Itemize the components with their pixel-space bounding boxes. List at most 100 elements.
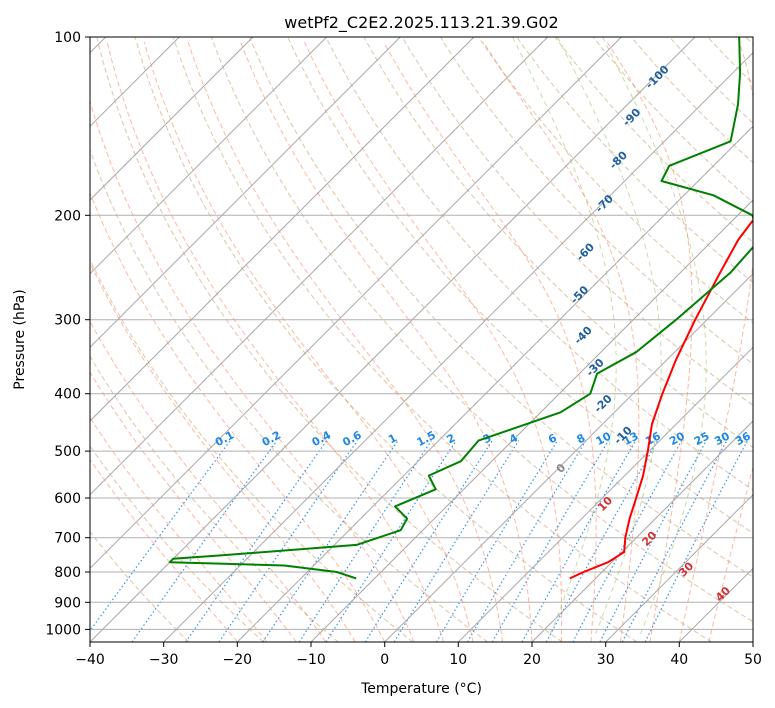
- x-tick-label: 30: [597, 652, 615, 668]
- dry-adiabat-line: [210, 37, 753, 623]
- temperature-profile-line: [569, 218, 753, 580]
- x-tick-label: 50: [744, 652, 762, 668]
- y-axis: 100 200 300 400 500 600 700 800 900 1000: [45, 30, 90, 638]
- green-guide-curve: [557, 37, 662, 638]
- mixing-ratio-label: 2: [445, 431, 458, 446]
- dry-adiabat-line: [706, 37, 753, 85]
- isotherm-gridline: [90, 37, 328, 275]
- dry-adiabat-label: -100: [643, 63, 672, 92]
- y-tick-label: 300: [54, 313, 81, 329]
- mixing-ratio-line: [545, 440, 659, 642]
- mixing-ratio-label: 10: [594, 429, 614, 448]
- moist-adiabat-line: [678, 41, 753, 642]
- y-tick-label: 200: [54, 208, 81, 224]
- moist-adiabat-line: [90, 191, 386, 642]
- dry-adiabat-label: -30: [584, 356, 607, 379]
- moist-adiabat-line: [304, 41, 563, 642]
- mixing-ratio-lines: [90, 440, 748, 642]
- mixing-ratio-line: [131, 440, 278, 642]
- x-tick-label: −20: [223, 652, 253, 668]
- isotherm-gridline: [90, 37, 622, 570]
- dry-adiabat-label: -50: [568, 283, 591, 306]
- mixing-ratio-label: 1: [386, 431, 399, 446]
- mixing-ratio-line: [393, 440, 520, 642]
- dry-adiabat-line: [172, 37, 712, 642]
- dry-adiabat-label: -40: [572, 324, 595, 347]
- isotherm-gridline: [90, 37, 401, 349]
- y-tick-label: 100: [54, 30, 81, 46]
- dry-adiabat-line: [90, 530, 190, 642]
- mixing-ratio-line: [364, 440, 493, 642]
- isotherm-gridline: [90, 37, 475, 422]
- moist-adiabat-line: [143, 41, 474, 642]
- isotherm-gridline: [384, 272, 753, 642]
- mixing-ratio-label: 20: [667, 429, 687, 448]
- isotherm-gridline: [90, 37, 254, 201]
- moist-adiabat-line: [606, 41, 693, 642]
- y-tick-label: 900: [54, 595, 81, 611]
- mixing-ratio-label: 0.2: [260, 428, 283, 449]
- x-axis-label: Temperature (°C): [360, 681, 482, 697]
- y-axis-label: Pressure (hPa): [12, 289, 28, 389]
- dry-adiabat-label: -60: [574, 240, 597, 263]
- isotherm-gridline: [90, 37, 549, 496]
- mixing-ratio-line: [325, 440, 457, 642]
- moist-adiabat-line: [708, 465, 753, 642]
- y-tick-label: 400: [54, 387, 81, 403]
- moist-adiabat-line: [90, 99, 415, 642]
- mixing-ratio-line: [298, 440, 432, 642]
- moist-adiabat-line: [90, 416, 268, 642]
- moist-adiabat-line: [240, 41, 533, 642]
- mixing-ratio-line: [185, 440, 328, 642]
- dry-adiabat-line: [134, 37, 638, 642]
- isotherm-gridline: [605, 493, 753, 642]
- moist-adiabat-label: 40: [713, 584, 733, 604]
- x-tick-label: −40: [75, 652, 105, 668]
- moist-adiabat-line: [90, 262, 356, 642]
- y-tick-label: 700: [54, 531, 81, 547]
- isotherm-gridline: [236, 125, 753, 642]
- moist-adiabat-line: [90, 320, 327, 642]
- dewpoint-profile-line: [168, 37, 753, 580]
- mixing-ratio-line: [521, 440, 637, 642]
- pressure-gridlines: [90, 37, 753, 630]
- isotherm-gridline: [163, 51, 753, 642]
- isotherm-gridline: [90, 37, 696, 642]
- plot-area: 0.1 0.2 0.4 0.6 1 1.5 2 3 4 6 8 10 13 16 20 25 30 36-100-…: [90, 37, 753, 642]
- x-tick-label: 20: [523, 652, 541, 668]
- y-tick-label: 600: [54, 491, 81, 507]
- mixing-ratio-label: 0.6: [340, 428, 364, 449]
- mixing-ratio-label: 16: [643, 429, 663, 448]
- moist-adiabats: [90, 37, 753, 642]
- moist-adiabat-label: 0: [554, 461, 569, 476]
- x-axis: −40 −30 −20 −10 0 10 20 30 40 50: [75, 642, 762, 668]
- mixing-ratio-line: [435, 440, 558, 642]
- x-tick-label: 0: [380, 652, 389, 668]
- mixing-ratio-line: [572, 440, 683, 642]
- dry-adiabat-line: [745, 37, 753, 46]
- dry-adiabat-line: [90, 445, 264, 642]
- mixing-ratio-line: [491, 440, 609, 642]
- mixing-ratio-label: 8: [575, 431, 588, 446]
- mixing-ratio-label: 13: [621, 429, 641, 448]
- dry-adiabat-line: [287, 37, 753, 534]
- moist-adiabat-label: 10: [595, 494, 615, 514]
- x-tick-label: 10: [449, 652, 467, 668]
- x-tick-label: −10: [296, 652, 326, 668]
- green-guide-curve: [602, 37, 707, 638]
- mixing-ratio-label: 25: [692, 429, 712, 448]
- mixing-ratio-label: 6: [546, 431, 559, 446]
- mixing-ratio-line: [262, 440, 399, 642]
- dry-adiabat-line: [96, 37, 563, 642]
- chart-title: wetPf2_C2E2.2025.113.21.39.G02: [284, 13, 558, 33]
- moist-adiabat-line: [106, 41, 445, 642]
- mixing-ratio-label: 0.1: [213, 428, 236, 449]
- dry-adiabat-label: -90: [620, 106, 643, 129]
- mixing-ratio-line: [90, 440, 231, 632]
- isotherm-gridline: [678, 567, 753, 642]
- profile-series: [168, 37, 753, 580]
- dry-adiabat-label: -70: [593, 192, 616, 215]
- moist-adiabat-line: [482, 41, 640, 642]
- moist-adiabat-line: [90, 458, 238, 642]
